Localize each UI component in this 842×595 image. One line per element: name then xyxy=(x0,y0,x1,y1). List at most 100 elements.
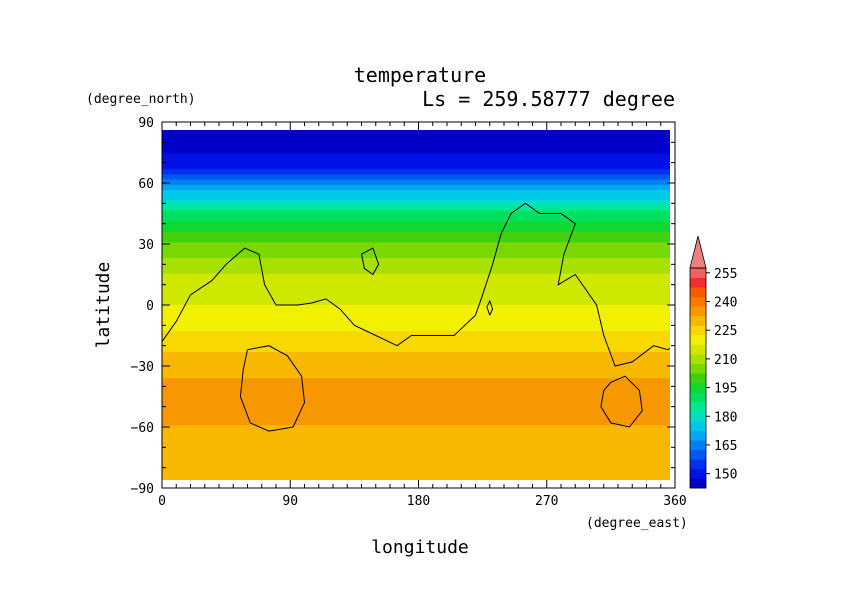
heatmap-band xyxy=(162,325,670,332)
colorbar-extend-triangle xyxy=(689,235,707,269)
heatmap-band xyxy=(162,346,670,353)
colorbar-swatch xyxy=(690,344,706,355)
heatmap-band xyxy=(162,221,670,228)
x-unit-label: (degree_east) xyxy=(586,516,688,531)
topography-contours xyxy=(162,202,670,432)
heatmap-band xyxy=(162,179,670,186)
heatmap-band xyxy=(162,231,670,238)
y-tick-label: 0 xyxy=(146,299,154,314)
heatmap-band xyxy=(162,278,670,285)
contour-line xyxy=(361,247,380,276)
colorbar-swatch xyxy=(690,363,706,374)
heatmap-band xyxy=(162,388,670,395)
colorbar-swatch xyxy=(690,421,706,432)
y-unit-label: (degree_north) xyxy=(86,92,196,107)
heatmap-band xyxy=(162,268,670,275)
colorbar-label: 225 xyxy=(714,324,737,339)
heatmap-band xyxy=(162,430,670,437)
x-tick-label: 0 xyxy=(158,494,166,509)
contour-line xyxy=(162,202,670,367)
colorbar-swatch xyxy=(690,354,706,365)
heatmap-band xyxy=(162,456,670,463)
y-tick-label: 60 xyxy=(138,177,154,192)
heatmap-band xyxy=(162,130,670,134)
heatmap-band xyxy=(162,205,670,212)
heatmap-band xyxy=(162,352,670,358)
colorbar-swatch xyxy=(690,287,706,298)
heatmap-band xyxy=(162,305,670,311)
heatmap-band xyxy=(162,142,670,149)
heatmap-band xyxy=(162,189,670,196)
heatmap-band xyxy=(162,247,670,254)
x-tick-label: 270 xyxy=(535,494,558,509)
heatmap-band xyxy=(162,237,670,243)
y-tick-label: −60 xyxy=(131,421,154,436)
heatmap-band xyxy=(162,137,670,144)
heatmap-band xyxy=(162,477,670,480)
x-tick-label: 180 xyxy=(407,494,430,509)
heatmap-band xyxy=(162,310,670,317)
x-tick-label: 90 xyxy=(282,494,298,509)
heatmap-band xyxy=(162,467,670,473)
contour-line xyxy=(486,299,494,316)
heatmap-band xyxy=(162,440,670,447)
contour-line xyxy=(600,375,643,428)
heatmap-band xyxy=(162,263,670,269)
y-axis-ticks: 90 60 30 0 −30 −60 −90 xyxy=(131,116,675,497)
heatmap-band xyxy=(162,284,670,290)
heatmap-band xyxy=(162,404,670,411)
y-axis-title: latitude xyxy=(93,262,114,349)
chart-subtitle: Ls = 259.58777 degree xyxy=(422,87,675,111)
colorbar-label: 210 xyxy=(714,353,737,368)
x-tick-label: 360 xyxy=(663,494,686,509)
heatmap-band xyxy=(162,226,670,233)
heatmap-band xyxy=(162,409,670,416)
heatmap-band xyxy=(162,357,670,364)
heatmap-band xyxy=(162,195,670,202)
heatmap-band xyxy=(162,315,670,322)
heatmap-band xyxy=(162,257,670,264)
heatmap-band xyxy=(162,169,670,175)
x-axis-ticks: 0 90 180 270 360 xyxy=(158,122,687,509)
heatmap-band xyxy=(162,451,670,458)
heatmap-band xyxy=(162,399,670,405)
heatmap-band xyxy=(162,472,670,479)
heatmap-band xyxy=(162,299,670,306)
colorbar-swatch xyxy=(690,401,706,412)
heatmap-band xyxy=(162,289,670,296)
x-axis-title: longitude xyxy=(371,537,469,558)
colorbar-swatch xyxy=(690,411,706,422)
colorbar-swatch xyxy=(690,277,706,288)
colorbar-swatch xyxy=(690,449,706,460)
y-tick-label: 90 xyxy=(138,116,154,131)
heatmap-band xyxy=(162,414,670,421)
heatmap-band xyxy=(162,252,670,259)
colorbar-label: 240 xyxy=(714,295,737,310)
heatmap-band xyxy=(162,336,670,343)
colorbar-swatch xyxy=(690,459,706,470)
heatmap-band xyxy=(162,210,670,217)
heatmap-band xyxy=(162,200,670,207)
heatmap-band xyxy=(162,372,670,379)
colorbar-label: 195 xyxy=(714,382,737,397)
colorbar-label: 150 xyxy=(714,468,737,483)
heatmap-band xyxy=(162,174,670,181)
colorbar-frame xyxy=(689,267,707,489)
heatmap-band xyxy=(162,273,670,280)
heatmap-field xyxy=(162,130,670,480)
heatmap-band xyxy=(162,184,670,191)
colorbar-swatch xyxy=(690,373,706,384)
y-tick-label: −30 xyxy=(131,360,154,375)
colorbar-swatch xyxy=(690,468,706,479)
heatmap-band xyxy=(162,393,670,400)
colorbar-label: 255 xyxy=(714,267,737,282)
heatmap-band xyxy=(162,242,670,249)
colorbar-swatch xyxy=(690,440,706,451)
heatmap-band xyxy=(162,378,670,385)
heatmap-band xyxy=(162,320,670,327)
colorbar-swatch xyxy=(690,392,706,403)
heatmap-band xyxy=(162,420,670,426)
heatmap-band xyxy=(162,435,670,442)
colorbar: 150 165 180 195 210 225 240 255 xyxy=(689,235,737,489)
